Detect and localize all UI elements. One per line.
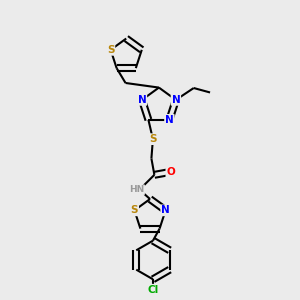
Text: Cl: Cl	[147, 285, 159, 295]
Text: N: N	[161, 205, 170, 215]
Text: S: S	[131, 205, 138, 215]
Text: S: S	[149, 134, 157, 144]
Text: HN: HN	[129, 185, 144, 194]
Text: N: N	[172, 95, 180, 105]
Text: O: O	[167, 167, 175, 177]
Text: N: N	[138, 95, 146, 105]
Text: S: S	[107, 45, 114, 55]
Text: N: N	[165, 115, 174, 125]
